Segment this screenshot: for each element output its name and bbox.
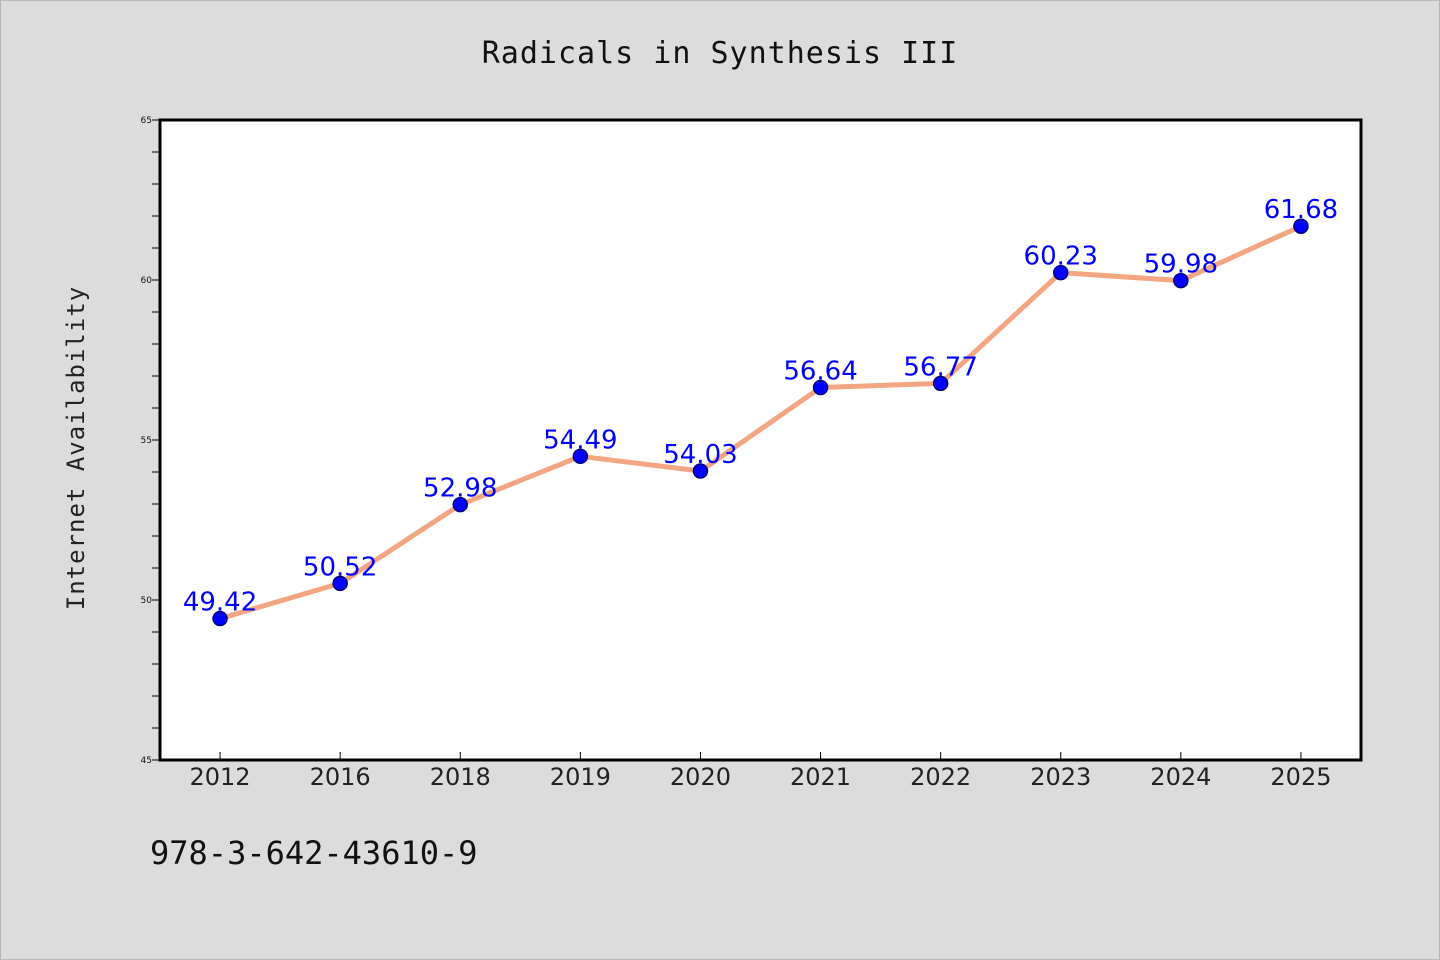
y-tick-label: 55 [141, 436, 152, 446]
y-tick-label: 50 [141, 596, 153, 606]
x-tick-label: 2019 [550, 763, 611, 791]
x-tick-label: 2022 [910, 763, 971, 791]
x-tick-label: 2024 [1150, 763, 1211, 791]
data-point [1053, 264, 1069, 281]
x-tick-label: 2012 [190, 763, 251, 791]
data-label: 52.98 [423, 474, 497, 504]
data-point [932, 375, 949, 392]
data-label: 54.03 [663, 440, 737, 470]
data-point [452, 496, 468, 513]
x-tick-label: 2021 [790, 763, 851, 791]
data-point [812, 379, 829, 396]
data-point [692, 463, 709, 479]
data-label: 54.49 [543, 425, 617, 455]
chart-title: Radicals in Synthesis III [482, 36, 959, 71]
data-point [1173, 272, 1189, 289]
data-label: 49.42 [183, 588, 257, 618]
footnote-isbn: 978-3-642-43610-9 [150, 834, 478, 872]
x-tick-label: 2020 [670, 763, 731, 791]
data-label: 56.77 [903, 352, 977, 382]
plot-area [158, 118, 1363, 762]
data-point [212, 610, 228, 627]
x-tick-label: 2018 [430, 763, 491, 791]
data-point [1293, 218, 1309, 234]
data-label: 50.52 [303, 552, 377, 582]
data-point [332, 575, 348, 592]
y-tick-label: 45 [141, 756, 152, 766]
y-axis: 45 50 55 60 65 [141, 116, 160, 766]
data-label: 56.64 [783, 357, 857, 387]
data-label: 60.23 [1024, 242, 1098, 272]
x-tick-label: 2016 [310, 763, 371, 791]
series-line [217, 223, 1304, 622]
data-label: 59.98 [1144, 250, 1218, 280]
y-axis-label: Internet Availability [62, 286, 90, 610]
x-axis: 2012 2016 2018 2019 2020 2021 2022 2023 2024 2025 [190, 752, 1331, 791]
series-layer: 49.42 50.52 52.98 54.49 54.03 56.64 56.77 60.23… [183, 195, 1338, 627]
data-label: 61.68 [1264, 195, 1338, 225]
x-tick-label: 2025 [1270, 763, 1331, 791]
x-tick-label: 2023 [1030, 763, 1091, 791]
data-point [572, 448, 589, 465]
y-tick-label: 65 [141, 116, 152, 126]
y-tick-label: 60 [141, 276, 153, 286]
